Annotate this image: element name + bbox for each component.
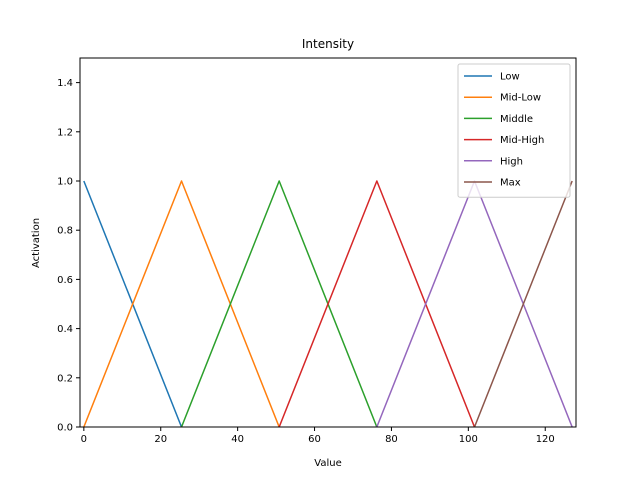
x-tick-label: 0 [81, 434, 87, 445]
y-tick-label: 1.4 [57, 78, 73, 89]
x-tick-label: 20 [154, 434, 167, 445]
y-tick-label: 0.2 [57, 373, 73, 384]
axes-layer: 0 20 40 60 80 100 120 0.0 0.2 0.4 0.6 0.8 1.0 1.2 1.4 [57, 57, 577, 445]
x-tick-label: 80 [385, 434, 398, 445]
y-tick-label: 0.6 [57, 275, 73, 286]
y-axis-label: Activation [31, 218, 42, 268]
legend-label: Low [500, 72, 520, 83]
legend-label: Max [500, 178, 521, 189]
series-line-max [473, 180, 573, 427]
legend-label: High [500, 156, 523, 167]
legend-label: Mid-High [500, 135, 544, 146]
y-tick-label: 0.8 [57, 226, 73, 237]
y-tick-label: 1.2 [57, 127, 73, 138]
y-tick-label: 0.0 [57, 423, 73, 434]
x-tick-label: 60 [308, 434, 321, 445]
x-tick-label: 120 [536, 434, 555, 445]
x-tick-label: 100 [459, 434, 478, 445]
series-layer [83, 180, 573, 427]
series-line-middle [180, 180, 378, 427]
y-tick-label: 1.0 [57, 177, 73, 188]
plot-frame [79, 57, 577, 428]
legend-label: Middle [500, 114, 533, 125]
legend: Low Mid-Low Middle Mid-High High Max [457, 63, 571, 198]
series-line-mid-low [83, 180, 280, 427]
y-tick-label: 0.4 [57, 324, 73, 335]
x-axis-label: Value [314, 458, 341, 469]
series-line-mid-high [278, 180, 476, 427]
x-tick-label: 40 [231, 434, 244, 445]
chart-title: Intensity [302, 37, 354, 51]
legend-label: Mid-Low [500, 93, 541, 104]
